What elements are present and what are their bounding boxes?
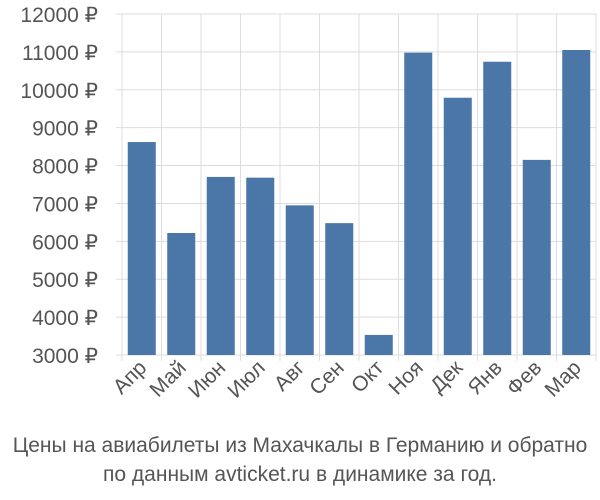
- chart-caption-line-2: по данным avticket.ru в динамике за год.: [103, 463, 497, 486]
- bar-4: [246, 177, 275, 355]
- bar-8: [404, 52, 433, 355]
- bar-12: [562, 49, 591, 355]
- bar-10: [483, 61, 512, 356]
- y-tick-label: 12000 ₽: [20, 4, 98, 27]
- y-tick-label: 7000 ₽: [32, 193, 98, 216]
- bar-2: [167, 232, 196, 355]
- y-tick-label: 10000 ₽: [20, 80, 98, 103]
- y-tick-label: 6000 ₽: [32, 231, 98, 254]
- x-tick-label: Окт: [347, 356, 389, 398]
- y-tick-label: 8000 ₽: [32, 156, 98, 179]
- bars: [127, 49, 591, 356]
- bar-1: [127, 142, 156, 355]
- bar-7: [364, 334, 393, 355]
- x-tick-label: Мар: [540, 356, 585, 401]
- x-tick-label: Май: [145, 356, 190, 401]
- x-tick-label: Ноя: [384, 356, 427, 399]
- bar-chart: 3000 ₽ 4000 ₽ 5000 ₽ 6000 ₽ 7000 ₽ 8000 ₽ 9000…: [20, 4, 597, 403]
- x-tick-label: Июл: [223, 356, 269, 402]
- bar-5: [285, 205, 314, 355]
- y-tick-labels: 3000 ₽ 4000 ₽ 5000 ₽ 6000 ₽ 7000 ₽ 8000 ₽ 9000…: [20, 4, 98, 368]
- bar-11: [522, 159, 551, 355]
- y-tick-label: 11000 ₽: [22, 42, 98, 65]
- bar-9: [443, 97, 472, 356]
- bar-3: [206, 176, 235, 355]
- y-tick-label: 5000 ₽: [32, 269, 98, 292]
- bar-6: [325, 223, 354, 355]
- chart-caption-line-1: Цены на авиабилеты из Махачкалы в Герман…: [12, 434, 588, 457]
- grid-lines: [116, 13, 597, 361]
- y-tick-label: 9000 ₽: [32, 118, 98, 141]
- x-tick-label: Янв: [464, 356, 507, 399]
- x-tick-label: Сен: [305, 356, 348, 399]
- x-tick-label: Дек: [426, 356, 468, 398]
- x-tick-label: Апр: [109, 356, 151, 398]
- x-tick-label: Фев: [503, 356, 547, 400]
- x-tick-label: Авг: [270, 356, 310, 396]
- x-tick-label: Июн: [184, 356, 230, 402]
- y-tick-label: 3000 ₽: [32, 345, 98, 368]
- y-tick-label: 4000 ₽: [32, 307, 98, 330]
